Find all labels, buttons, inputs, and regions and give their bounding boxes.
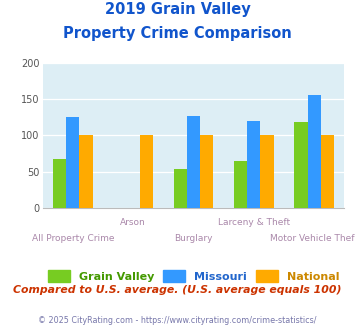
Bar	[307, 95, 321, 208]
Text: Burglary: Burglary	[174, 234, 213, 243]
Bar	[66, 117, 80, 208]
Bar	[247, 121, 261, 208]
Text: Larceny & Theft: Larceny & Theft	[218, 218, 290, 227]
Bar	[200, 135, 213, 208]
Bar	[261, 135, 274, 208]
Bar	[53, 158, 66, 208]
Legend: Grain Valley, Missouri, National: Grain Valley, Missouri, National	[43, 266, 344, 286]
Bar	[80, 135, 93, 208]
Text: 2019 Grain Valley: 2019 Grain Valley	[105, 2, 250, 16]
Text: © 2025 CityRating.com - https://www.cityrating.com/crime-statistics/: © 2025 CityRating.com - https://www.city…	[38, 316, 317, 325]
Text: Motor Vehicle Theft: Motor Vehicle Theft	[270, 234, 355, 243]
Text: All Property Crime: All Property Crime	[32, 234, 114, 243]
Bar	[294, 122, 307, 208]
Bar	[140, 135, 153, 208]
Bar	[187, 116, 200, 208]
Bar	[174, 169, 187, 208]
Text: Property Crime Comparison: Property Crime Comparison	[63, 26, 292, 41]
Bar	[234, 161, 247, 208]
Text: Compared to U.S. average. (U.S. average equals 100): Compared to U.S. average. (U.S. average …	[13, 285, 342, 295]
Text: Arson: Arson	[120, 218, 146, 227]
Bar	[321, 135, 334, 208]
